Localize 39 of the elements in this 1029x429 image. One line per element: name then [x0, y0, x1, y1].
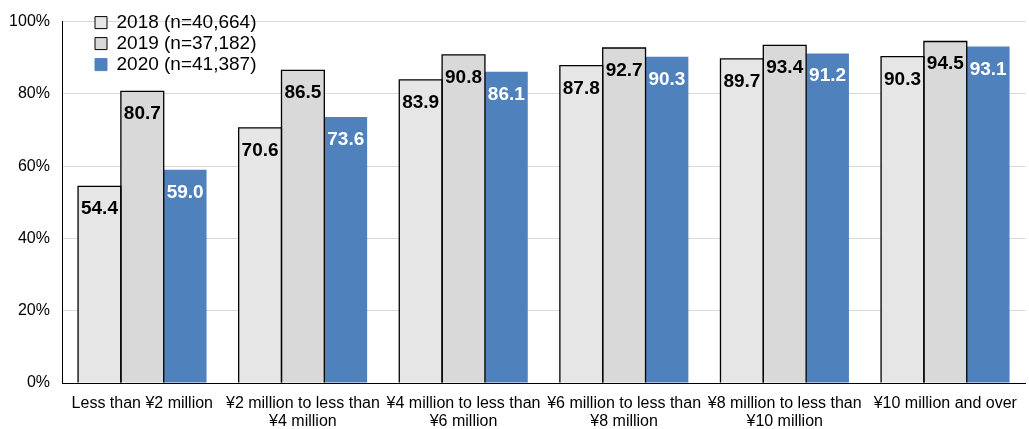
data-label: 86.5: [284, 81, 322, 103]
x-tick-label: ¥4 million to less than ¥6 million: [385, 394, 541, 429]
y-tick-label: 80%: [17, 84, 50, 102]
data-label: 91.2: [809, 64, 847, 86]
y-tick-label: 100%: [9, 12, 50, 30]
y-tick-label: 60%: [17, 156, 50, 174]
data-label: 59.0: [166, 180, 204, 202]
x-tick-label: ¥8 million to less than ¥10 million: [706, 394, 862, 429]
x-tick-label: ¥10 million and over: [872, 394, 1018, 412]
data-label: 90.3: [884, 67, 921, 89]
data-label: 83.9: [402, 90, 440, 112]
data-label: 89.7: [723, 69, 761, 91]
data-label: 93.1: [969, 57, 1008, 79]
data-label: 90.3: [648, 67, 686, 89]
data-label: 90.8: [445, 65, 482, 87]
bar: [966, 46, 1010, 383]
data-label: 87.8: [562, 76, 600, 98]
data-label: 54.4: [80, 197, 119, 219]
bar: [484, 71, 528, 383]
data-label: 93.4: [766, 56, 804, 78]
x-tick-label: Less than ¥2 million: [71, 394, 214, 412]
data-label: 73.6: [327, 128, 365, 150]
y-tick-label: 40%: [17, 228, 50, 246]
bar: [806, 53, 849, 383]
y-tick-label: 0%: [26, 373, 50, 391]
bar: [324, 117, 368, 383]
data-label: 80.7: [123, 102, 161, 124]
legend-label: 2020 (n=41,387): [116, 52, 257, 74]
data-label: 92.7: [605, 58, 643, 80]
data-label: 94.5: [926, 52, 965, 74]
x-tick-label: ¥6 million to less than ¥8 million: [546, 394, 702, 429]
y-tick-label: 20%: [17, 301, 50, 319]
legend-label: 2019 (n=37,182): [116, 31, 257, 53]
legend-label: 2018 (n=40,664): [116, 10, 257, 32]
data-label: 70.6: [241, 138, 279, 160]
data-label: 86.1: [487, 82, 526, 104]
bar: [645, 56, 689, 383]
x-tick-label: ¥2 million to less than ¥4 million: [224, 394, 380, 429]
bar: [163, 169, 207, 383]
